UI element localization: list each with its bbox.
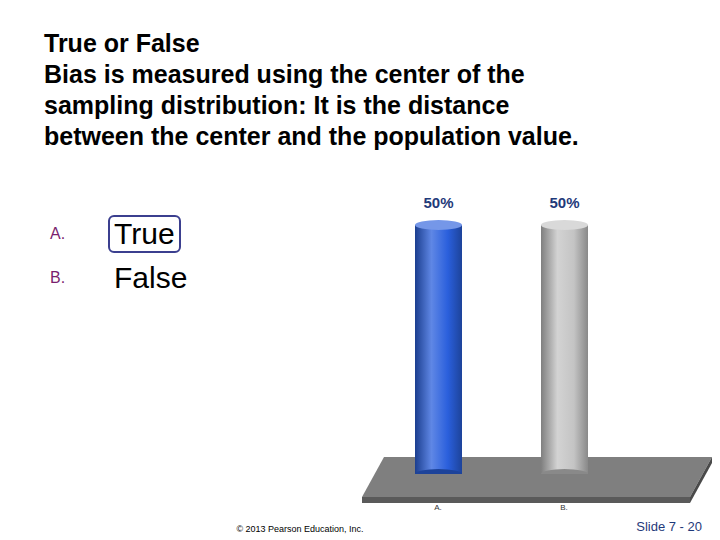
html-text:Bias is measured using the cen: Bias is measured using the center of the [44, 60, 525, 88]
svg-text:B.: B. [560, 503, 568, 512]
svg-text:A.: A. [434, 503, 442, 512]
html-text:True or False: True or False [44, 29, 200, 57]
html-text:B.: B. [50, 269, 66, 286]
html-text:False: False [114, 261, 188, 294]
svg-text:50%: 50% [549, 194, 579, 211]
html-text:between the center and the pop: between the center and the population va… [44, 122, 579, 150]
html-text:© 2013 Pearson Education, Inc.: © 2013 Pearson Education, Inc. [236, 524, 364, 534]
html-text:sampling distribution: It is t: sampling distribution: It is the distanc… [44, 91, 510, 119]
html-text:A.: A. [50, 225, 66, 242]
html-text:Slide 7 - 20: Slide 7 - 20 [636, 519, 702, 534]
svg-text:50%: 50% [423, 194, 453, 211]
html-text:True: True [114, 217, 175, 250]
